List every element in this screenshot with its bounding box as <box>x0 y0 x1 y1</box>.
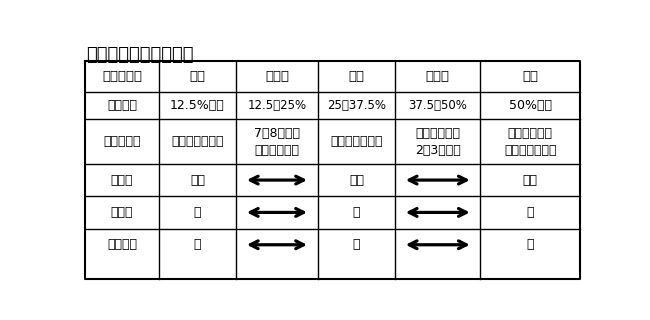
Text: 壌土: 壌土 <box>348 70 365 83</box>
Text: 50%以上: 50%以上 <box>509 99 552 112</box>
Text: 埴壌土: 埴壌土 <box>426 70 450 83</box>
Text: 砂と粘土が半々: 砂と粘土が半々 <box>330 135 383 148</box>
Text: 中: 中 <box>352 206 360 219</box>
Text: 大: 大 <box>526 206 534 219</box>
Text: 土壌の区分: 土壌の区分 <box>102 70 142 83</box>
Text: 粘土比率: 粘土比率 <box>107 99 137 112</box>
Text: ほとんど砂だけ: ほとんど砂だけ <box>171 135 224 148</box>
Text: 砂壌土: 砂壌土 <box>265 70 289 83</box>
Text: 埴土: 埴土 <box>523 70 538 83</box>
Text: 12.5%以下: 12.5%以下 <box>170 99 225 112</box>
Text: 悪い: 悪い <box>523 173 538 187</box>
Text: 触った感触: 触った感触 <box>103 135 140 148</box>
Text: 25〜37.5%: 25〜37.5% <box>327 99 386 112</box>
Text: 養分含量: 養分含量 <box>107 238 137 251</box>
Text: 普通: 普通 <box>349 173 364 187</box>
Text: 透水性: 透水性 <box>111 173 133 187</box>
Text: 大部分が粘土
2〜3割が砂: 大部分が粘土 2〜3割が砂 <box>415 127 461 156</box>
Text: 37.5〜50%: 37.5〜50% <box>408 99 467 112</box>
Text: 砂土: 砂土 <box>190 70 205 83</box>
Text: 多: 多 <box>526 238 534 251</box>
Text: 砂を感じない
粘土の感じ強い: 砂を感じない 粘土の感じ強い <box>504 127 556 156</box>
Text: 中: 中 <box>352 238 360 251</box>
Text: 保肥力: 保肥力 <box>111 206 133 219</box>
Text: 小: 小 <box>194 206 202 219</box>
Text: 7〜8割が砂
わずかに粘土: 7〜8割が砂 わずかに粘土 <box>254 127 300 156</box>
Text: 良い: 良い <box>190 173 205 187</box>
Text: 12.5〜25%: 12.5〜25% <box>248 99 307 112</box>
Text: 土壌の性質と分類一覧: 土壌の性質と分類一覧 <box>86 46 194 64</box>
Text: 少: 少 <box>194 238 202 251</box>
